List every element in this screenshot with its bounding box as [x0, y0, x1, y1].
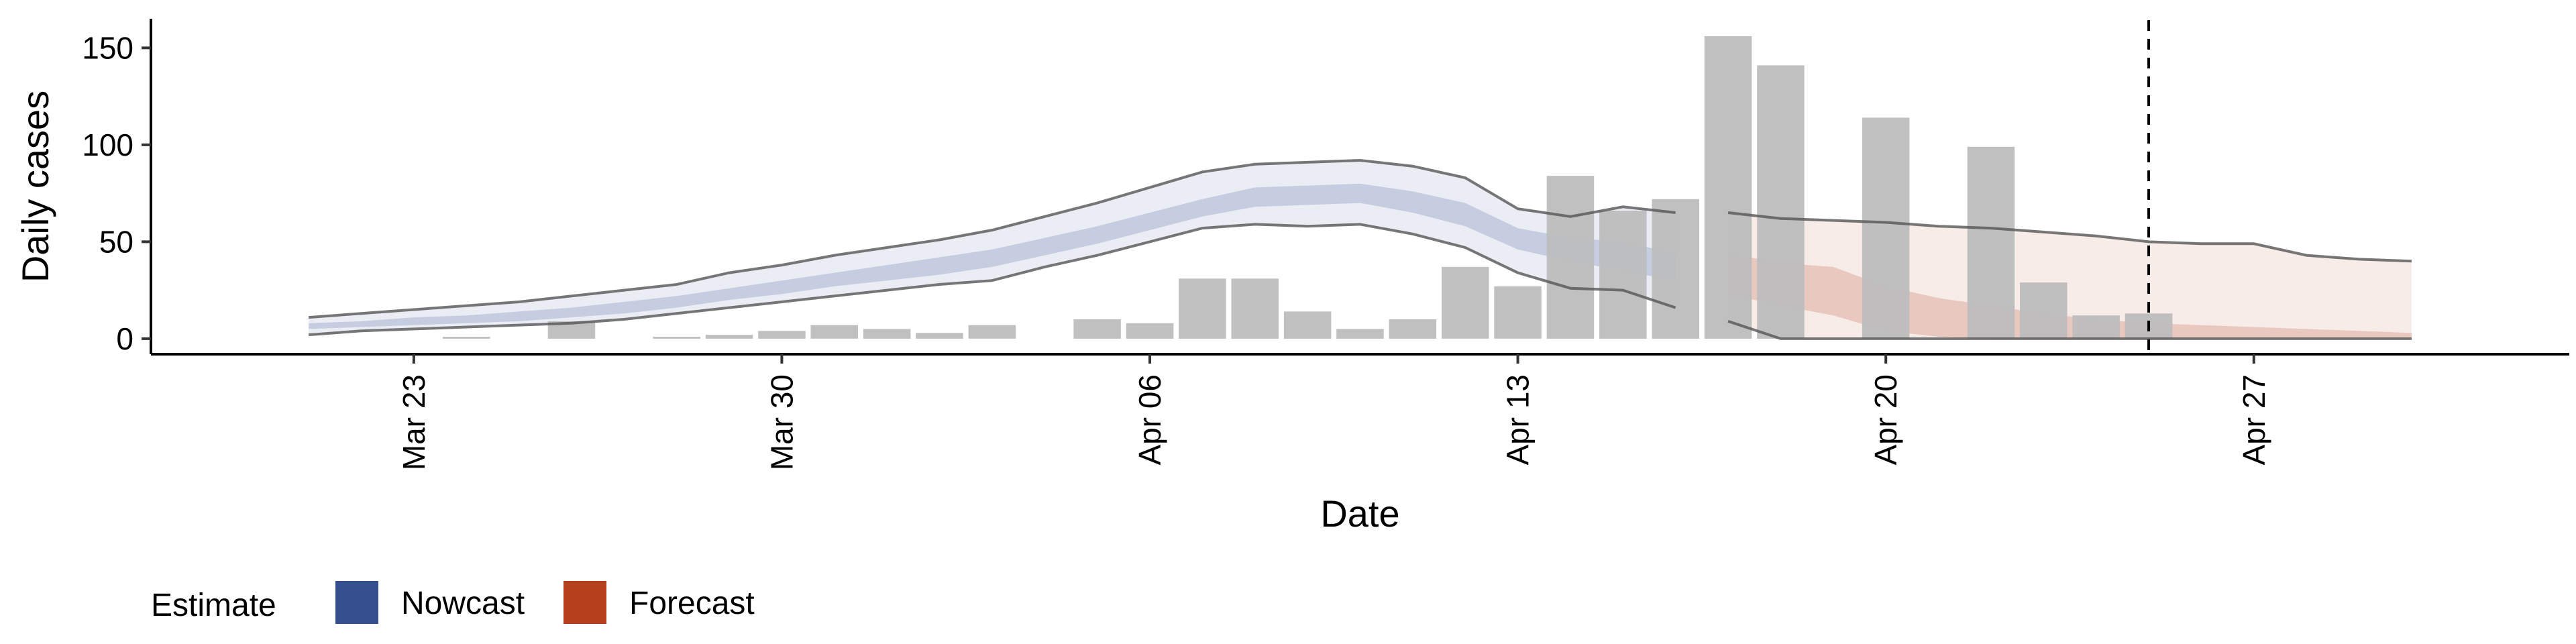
- bar-2020-04-16: [1652, 199, 1699, 339]
- bar-2020-03-24: [443, 337, 490, 339]
- bar-2020-04-20: [1862, 117, 1910, 339]
- legend: Estimate Nowcast Forecast: [151, 581, 755, 624]
- x-tick-label: Apr 27: [2237, 374, 2271, 466]
- x-axis-ticks: Mar 23 Mar 30 Apr 06 Apr 13 Apr 20 Apr 27: [396, 354, 2271, 470]
- legend-label-nowcast: Nowcast: [401, 586, 525, 621]
- bar-2020-03-29: [705, 335, 753, 339]
- y-axis-ticks: 0 50 100 150: [82, 30, 151, 356]
- bar-2020-04-12: [1442, 266, 1489, 339]
- bar-2020-04-07: [1179, 278, 1226, 339]
- bar-2020-04-15: [1599, 211, 1647, 339]
- x-tick-label: Mar 23: [396, 374, 431, 470]
- legend-title: Estimate: [151, 588, 276, 623]
- legend-key-nowcast: [335, 581, 378, 624]
- legend-key-forecast: [564, 581, 606, 624]
- bar-2020-04-23: [2020, 282, 2068, 339]
- x-axis-title: Date: [1320, 492, 1399, 535]
- bar-2020-04-10: [1336, 329, 1384, 339]
- y-tick-label: 150: [82, 30, 133, 65]
- x-tick-label: Apr 06: [1132, 374, 1167, 466]
- bar-2020-04-08: [1231, 278, 1279, 339]
- y-axis-title: Daily cases: [14, 91, 56, 282]
- bar-2020-04-14: [1546, 176, 1595, 339]
- nowcast-lower-line: [308, 223, 1676, 337]
- bar-2020-04-02: [916, 333, 963, 339]
- forecast-lower-line: [1727, 320, 2412, 340]
- bar-2020-04-22: [1967, 146, 2015, 339]
- band-edge-lines-layer: [308, 158, 2412, 340]
- bar-2020-04-24: [2072, 315, 2120, 339]
- bar-2020-04-13: [1494, 286, 1542, 339]
- bar-2020-04-18: [1757, 65, 1805, 339]
- bar-2020-04-05: [1073, 319, 1121, 339]
- y-tick-label: 100: [82, 127, 133, 162]
- y-tick-label: 0: [116, 321, 133, 356]
- bar-2020-04-03: [968, 325, 1016, 339]
- estimate-bands-layer: [309, 160, 2412, 339]
- forecast-upper-line: [1727, 211, 2412, 263]
- bar-2020-03-31: [810, 325, 858, 339]
- bar-2020-04-06: [1126, 323, 1174, 339]
- x-tick-label: Apr 20: [1868, 374, 1903, 466]
- y-tick-label: 50: [99, 224, 133, 259]
- reported-cases-bars-layer: [443, 36, 2173, 339]
- bar-2020-04-01: [863, 329, 911, 339]
- bar-2020-03-30: [758, 331, 806, 339]
- nowcast-outer-band: [309, 160, 1676, 335]
- x-tick-label: Apr 13: [1501, 374, 1536, 466]
- nowcast-upper-line: [308, 158, 1676, 319]
- bar-2020-04-17: [1704, 36, 1752, 339]
- bar-2020-03-28: [653, 337, 700, 339]
- bar-2020-04-09: [1283, 311, 1332, 339]
- x-tick-label: Mar 30: [764, 374, 799, 470]
- bar-2020-04-11: [1389, 319, 1437, 339]
- legend-label-forecast: Forecast: [629, 586, 755, 621]
- nowcast-inner-band: [309, 183, 1676, 329]
